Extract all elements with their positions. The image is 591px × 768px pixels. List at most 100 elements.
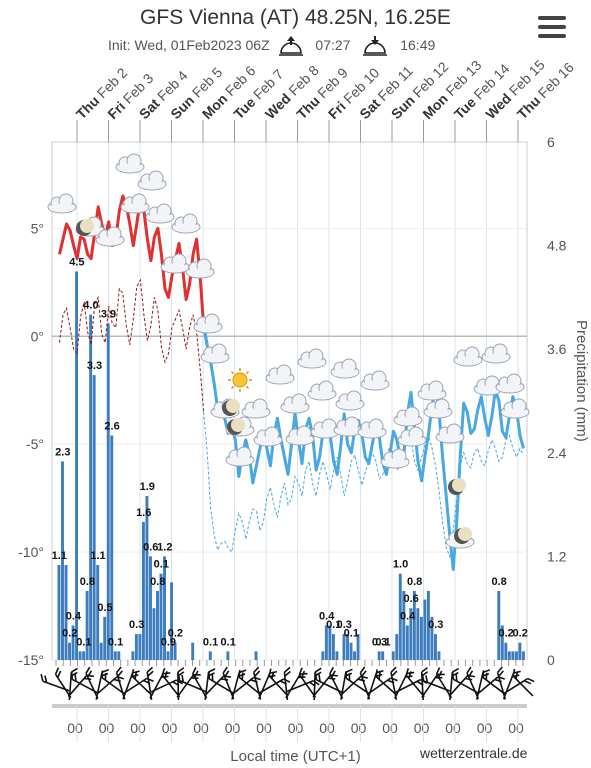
precip-bar xyxy=(117,651,121,660)
cloud-icon xyxy=(145,203,175,224)
precip-value-label: 1.1 xyxy=(90,550,105,562)
precip-value-label: 1.1 xyxy=(52,550,67,562)
precip-bar xyxy=(61,461,64,660)
precip-value-label: 3.9 xyxy=(101,308,116,320)
precip-value-label: 0.1 xyxy=(221,636,236,648)
wind-barb-icon xyxy=(191,667,208,699)
y-tick-label: -10° xyxy=(18,544,44,560)
precip-value-label: 4.0 xyxy=(83,300,98,312)
precip-bar xyxy=(349,642,353,660)
x-tick-label: 00 xyxy=(319,720,335,736)
precip-bar xyxy=(507,651,511,660)
cloud-icon xyxy=(481,343,511,364)
precip-bar xyxy=(254,651,258,660)
cloud-icon xyxy=(115,153,145,174)
precip-value-label: 0.3 xyxy=(372,636,387,648)
x-tick-label: 00 xyxy=(414,720,430,736)
precip-bar xyxy=(377,651,381,660)
precip-bar xyxy=(152,608,156,660)
y-tick-label: -5° xyxy=(26,436,44,452)
precip-bar xyxy=(321,651,325,660)
precip-bar xyxy=(342,634,346,660)
precip-bar xyxy=(412,590,416,660)
precip-bar xyxy=(68,642,71,660)
cloud-icon xyxy=(417,380,447,401)
wind-barb-icon xyxy=(375,669,398,696)
wind-barb-icon xyxy=(405,668,425,698)
precip-bar xyxy=(57,565,61,660)
wind-barb-icon xyxy=(482,670,506,696)
precip-bar xyxy=(409,608,413,660)
cloud-icon xyxy=(360,370,390,391)
precip-value-label: 1.9 xyxy=(140,481,155,493)
precip-bar xyxy=(324,625,328,660)
wind-barb-icon xyxy=(359,666,371,700)
precip-value-label: 0.2 xyxy=(168,628,183,640)
wind-barb-icon xyxy=(496,666,507,700)
y2-tick-label: 0 xyxy=(547,652,555,668)
y-tick-label: 0° xyxy=(31,328,44,344)
precip-bar xyxy=(173,642,177,660)
precip-bar xyxy=(156,590,159,660)
sunset-icon xyxy=(362,36,388,56)
cloud-icon xyxy=(225,446,255,467)
precip-value-label: 0.8 xyxy=(491,576,506,588)
precip-bar xyxy=(166,651,170,660)
precip-bar xyxy=(141,521,145,660)
cloud-icon xyxy=(280,393,310,414)
wind-barb-icon xyxy=(329,666,344,699)
wind-barb-icon xyxy=(345,670,370,695)
cloud-icon xyxy=(47,193,77,214)
cloud-icon xyxy=(120,193,150,214)
precip-value-label: 0.1 xyxy=(375,636,390,648)
precip-bar xyxy=(78,651,82,660)
cloud-icon xyxy=(333,416,363,437)
precip-value-label: 4.5 xyxy=(69,257,84,269)
x-axis-title: Local time (UTC+1) xyxy=(230,748,361,765)
x-tick-label: 00 xyxy=(99,720,115,736)
x-tick-label: 00 xyxy=(67,720,83,736)
precip-bar xyxy=(437,651,441,660)
cloud-icon xyxy=(453,346,483,367)
precip-value-label: 0.2 xyxy=(498,628,513,640)
wind-barb-icon xyxy=(512,668,534,697)
precip-value-label: 0.4 xyxy=(66,610,82,622)
precip-bar xyxy=(208,651,212,660)
precip-value-label: 0.1 xyxy=(108,636,123,648)
credit-text: wetterzentrale.de xyxy=(420,745,528,761)
precip-bar xyxy=(64,565,68,660)
wind-barb-icon xyxy=(131,669,153,697)
precip-bar xyxy=(170,582,174,660)
wind-barb-icon xyxy=(298,667,317,698)
precip-bar xyxy=(89,314,93,660)
precip-value-label: 2.3 xyxy=(55,446,70,458)
cloud-icon xyxy=(160,253,190,274)
precip-value-label: 0.3 xyxy=(337,619,352,631)
precip-bar xyxy=(511,651,515,660)
precip-value-label: 0.1 xyxy=(203,636,218,648)
y-tick-label: -15° xyxy=(18,652,44,668)
precip-bar xyxy=(149,556,152,660)
wind-barb-icon xyxy=(54,667,72,699)
precip-bar xyxy=(163,556,166,660)
wind-barb-icon xyxy=(208,671,234,694)
cloud-icon xyxy=(310,418,340,439)
hamburger-menu-icon[interactable] xyxy=(538,16,566,40)
x-tick-label: 00 xyxy=(351,720,367,736)
y2-tick-label: 6 xyxy=(547,134,555,150)
cloud-icon xyxy=(253,426,283,447)
cloud-icon xyxy=(137,170,167,191)
moon-icon xyxy=(454,527,472,544)
precip-value-label: 0.5 xyxy=(97,602,112,614)
precip-value-label: 0.4 xyxy=(319,610,335,622)
wind-barb-icon xyxy=(435,667,453,699)
precip-value-label: 0.3 xyxy=(129,619,144,631)
precip-bar xyxy=(106,323,110,660)
page-title: GFS Vienna (AT) 48.25N, 16.25E xyxy=(140,6,451,29)
precip-bar xyxy=(405,625,409,660)
precip-value-label: 3.3 xyxy=(87,360,102,372)
y-tick-label: 5° xyxy=(31,220,44,236)
wind-barb-icon xyxy=(161,667,181,698)
cloud-icon xyxy=(380,448,410,469)
